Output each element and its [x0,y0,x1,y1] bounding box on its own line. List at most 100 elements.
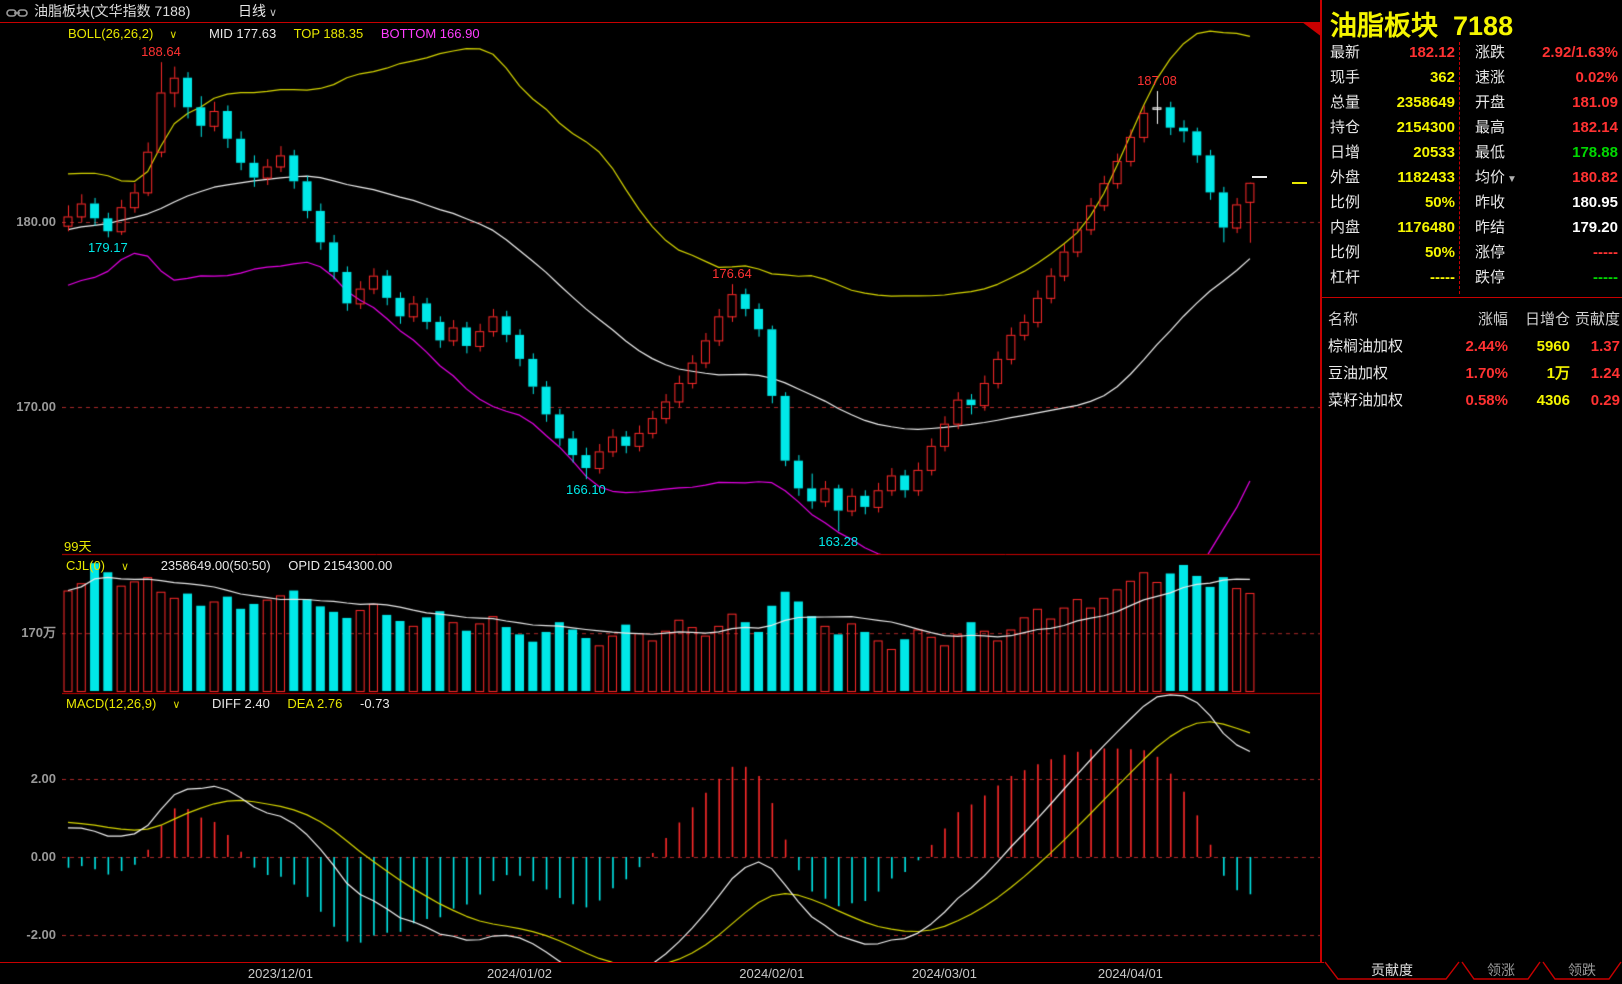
period-selector[interactable]: 日线 ∨ [238,0,277,24]
quote-row: 比例 50% 涨停 ----- [1322,240,1622,265]
quote-field-right-4: 最低 178.88 [1459,140,1622,165]
macd-dea-value: DEA 2.76 [287,696,343,711]
field-label: 最低 [1475,144,1506,161]
quote-row: 外盘 1182433 均价 ▼ 180.82 [1322,165,1622,190]
boll-mid-value: MID 177.63 [208,26,277,41]
chevron-down-icon: ∨ [172,699,181,711]
quote-row: 日增 20533 最低 178.88 [1322,140,1622,165]
col-contribution: 贡献度 [1574,311,1620,328]
sort-arrow-icon: ▼ [1507,174,1517,185]
chevron-down-icon: ∨ [269,7,278,19]
price-annotation: 188.64 [141,44,181,60]
macd-header: MACD(12,26,9) ∨ DIFF 2.40 DEA 2.76 -0.73 [66,696,404,711]
days-count-label: 99天 [64,539,92,554]
cjl-indicator-dropdown[interactable]: CJL(0) ∨ [66,558,130,573]
col-name: 名称 [1328,311,1359,328]
field-value: 181.09 [1572,94,1618,111]
price-annotation: 163.28 [818,534,859,549]
field-value: 179.20 [1572,219,1618,236]
boll-header: BOLL(26,26,2) ∨ MID 177.63 TOP 188.35 BOT… [68,26,494,41]
field-value: 180.95 [1572,194,1618,211]
field-label: 昨收 [1475,194,1506,211]
quote-field-right-6: 昨收 180.95 [1459,190,1622,215]
tab-contribution-label: 贡献度 [1371,962,1413,978]
field-value: 2154300 [1396,119,1455,136]
quote-field-left-8: 比例 50% [1322,240,1459,265]
field-value: 20533 [1413,144,1455,161]
tab-leading-losers[interactable]: 领跌 [1542,961,1622,980]
x-axis-date-label: 2024/03/01 [911,966,978,981]
contract-change: 0.58% [1465,392,1508,409]
table-row[interactable]: 棕榈油加权 2.44% 5960 1.37 [1322,333,1622,360]
quote-field-right-1: 速涨 0.02% [1459,65,1622,90]
field-label: 现手 [1330,69,1361,86]
x-axis-date-label: 2024/01/02 [486,966,553,981]
field-value: 180.82 [1572,169,1618,186]
table-header-row: 名称 涨幅 日增仓 贡献度 [1322,306,1622,333]
price-annotation: 176.64 [712,266,752,282]
price-tick-170: 170.00 [16,399,56,414]
field-value: 0.02% [1575,69,1618,86]
field-value: 50% [1424,194,1455,211]
quote-field-left-7: 内盘 1176480 [1322,215,1459,240]
contract-contribution: 1.37 [1590,338,1620,355]
field-value: 2358649 [1396,94,1455,111]
tab-leading-losers-label: 领跌 [1568,962,1596,978]
field-value: 2.92/1.63% [1542,44,1618,61]
quote-title: 油脂板块 7188 [1330,11,1514,41]
macd-tick-neg2: -2.00 [26,927,56,942]
contract-contribution: 1.24 [1590,365,1620,382]
tab-leading-gainers[interactable]: 领涨 [1461,961,1541,980]
field-label: 比例 [1330,244,1361,261]
contract-change: 2.44% [1465,338,1508,355]
table-row[interactable]: 豆油加权 1.70% 1万 1.24 [1322,360,1622,387]
field-label: 最高 [1475,119,1506,136]
price-tick-180: 180.00 [16,214,56,229]
chart-plot-area[interactable] [62,23,1320,962]
volume-value: 2358649.00(50:50) [160,558,271,573]
title-bar: 油脂板块(文华指数 7188) 日线 ∨ [0,0,1320,22]
quote-row: 杠杆 ----- 跌停 ----- [1322,265,1622,290]
quote-row: 内盘 1176480 昨结 179.20 [1322,215,1622,240]
field-value: 182.12 [1409,44,1455,61]
quote-field-right-0: 涨跌 2.92/1.63% [1459,40,1622,65]
quote-row: 现手 362 速涨 0.02% [1322,65,1622,90]
table-body: 棕榈油加权 2.44% 5960 1.37 豆油加权 1.70% 1万 1.24 菜籽油加权 0.… [1322,333,1622,414]
price-annotation: 187.08 [1137,73,1177,89]
quote-field-left-1: 现手 362 [1322,65,1459,90]
price-annotation: 166.10 [566,482,606,498]
field-value: ----- [1593,269,1618,286]
x-axis-date-label: 2023/12/01 [247,966,314,981]
quote-field-left-4: 日增 20533 [1322,140,1459,165]
quote-field-right-9: 跌停 ----- [1459,265,1622,290]
macd-indicator-dropdown[interactable]: MACD(12,26,9) ∨ [66,696,181,711]
table-row[interactable]: 菜籽油加权 0.58% 4306 0.29 [1322,387,1622,414]
volume-tick: 170万 [21,625,56,640]
tab-contribution[interactable]: 贡献度 [1324,961,1460,980]
macd-hist-value: -0.73 [359,696,390,711]
quote-field-left-5: 外盘 1182433 [1322,165,1459,190]
boll-bottom-value: BOTTOM 166.90 [380,26,480,41]
contract-name: 菜籽油加权 [1328,392,1404,409]
contract-contribution: 0.29 [1590,392,1620,409]
quote-code: 7188 [1453,11,1514,41]
x-axis-date-label: 2024/04/01 [1097,966,1163,981]
x-axis-line [0,962,1324,963]
field-value: ----- [1430,269,1455,286]
quote-row: 最新 182.12 涨跌 2.92/1.63% [1322,40,1622,65]
price-marker-yellow [1292,182,1307,184]
field-label: 跌停 [1475,269,1506,286]
field-label: 外盘 [1330,169,1361,186]
field-label: 涨跌 [1475,44,1506,61]
field-label: 速涨 [1475,69,1506,86]
contract-name: 豆油加权 [1328,365,1389,382]
quote-field-right-5: 均价 ▼ 180.82 [1459,165,1622,190]
quote-table-separator [1322,297,1622,298]
link-icon[interactable] [6,4,28,18]
field-label: 内盘 [1330,219,1361,236]
quote-field-right-3: 最高 182.14 [1459,115,1622,140]
quote-row: 比例 50% 昨收 180.95 [1322,190,1622,215]
contribution-table: 名称 涨幅 日增仓 贡献度 棕榈油加权 2.44% 5960 1.37 豆油加权 1.70… [1322,306,1622,414]
boll-indicator-dropdown[interactable]: BOLL(26,26,2) ∨ [68,26,178,41]
